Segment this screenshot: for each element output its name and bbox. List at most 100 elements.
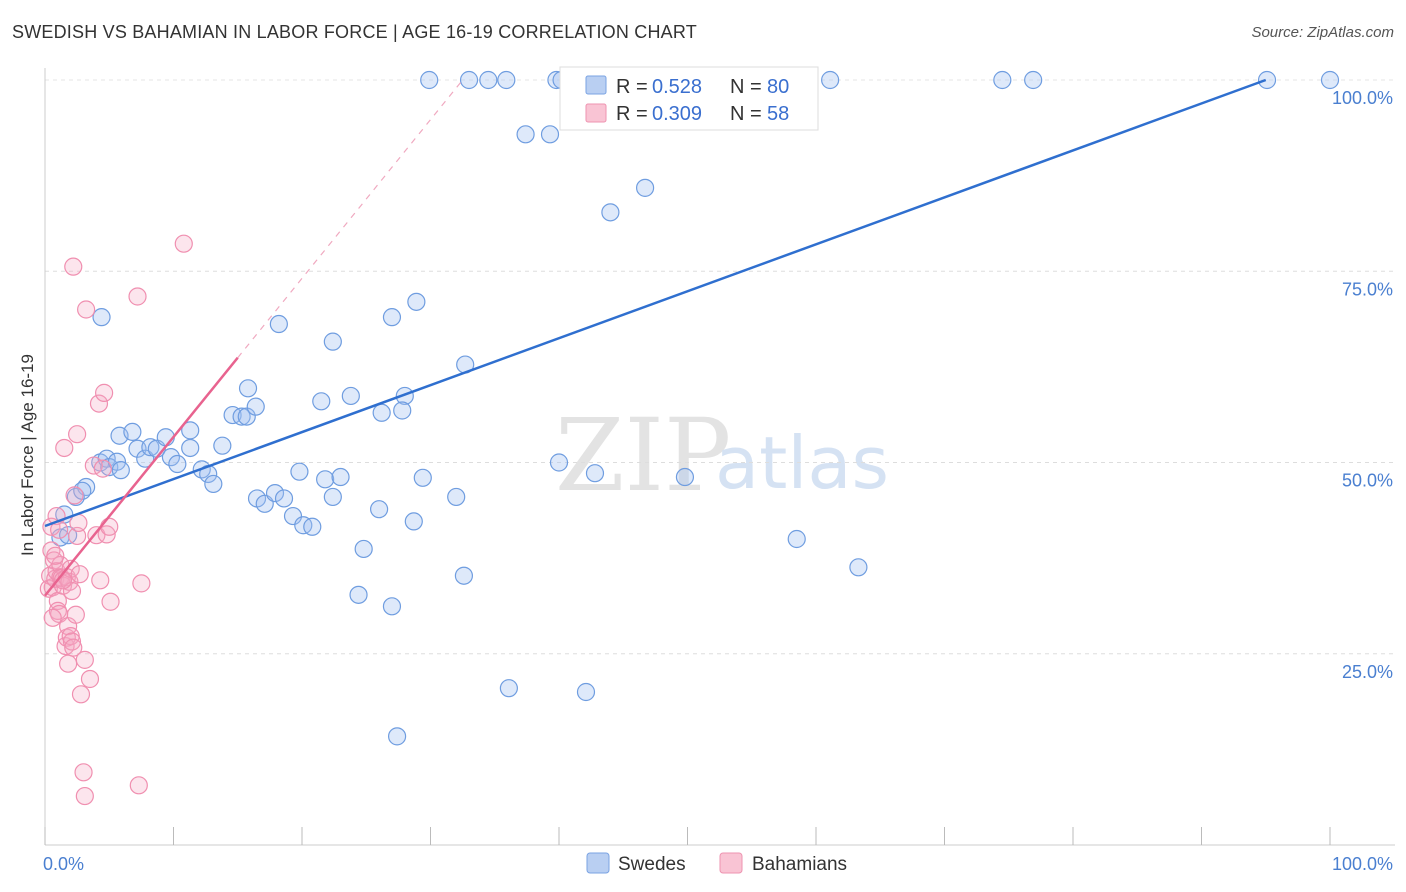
point-bahamians	[64, 638, 83, 657]
trend-lines	[44, 78, 1267, 597]
legend-r-label-bahamians: R =	[616, 103, 648, 125]
point-swedes	[549, 453, 569, 472]
point-swedes	[265, 484, 285, 503]
point-swedes	[576, 682, 596, 702]
point-swedes	[479, 70, 498, 90]
point-bahamians	[87, 526, 106, 545]
legend-n-label-swedes: N =	[730, 76, 762, 98]
point-swedes	[372, 403, 391, 422]
point-bahamians	[55, 438, 74, 458]
y-tick-labels: 25.0% 50.0% 75.0% 100.0%	[1332, 88, 1393, 682]
point-swedes	[382, 597, 402, 616]
legend-top: R = 0.528 N = 80 R = 0.309 N = 58	[559, 66, 819, 131]
point-swedes	[993, 70, 1012, 90]
bottom-legend-swatch-swedes	[586, 852, 610, 874]
legend-swatch-swedes	[585, 75, 607, 95]
point-bahamians	[46, 546, 65, 565]
point-swedes	[382, 308, 402, 327]
point-bahamians	[89, 394, 109, 413]
point-swedes	[497, 70, 516, 90]
point-swedes	[393, 401, 412, 420]
y-tick-label: 75.0%	[1342, 279, 1393, 299]
point-swedes	[274, 489, 294, 508]
point-swedes	[387, 727, 407, 746]
point-bahamians	[64, 257, 83, 276]
point-swedes	[585, 464, 605, 483]
point-swedes	[407, 292, 426, 311]
point-swedes	[1320, 70, 1340, 90]
point-bahamians	[43, 608, 62, 627]
point-bahamians	[93, 459, 112, 478]
y-axis-label: In Labor Force | Age 16-19	[18, 354, 37, 556]
point-swedes	[675, 467, 695, 487]
point-swedes	[141, 438, 160, 457]
point-swedes	[516, 125, 535, 144]
x-tick-label: 0.0%	[43, 854, 84, 874]
legend-r-value-bahamians: 0.309	[652, 103, 702, 125]
point-swedes	[447, 487, 466, 507]
point-swedes	[323, 332, 342, 351]
bottom-legend-bahamians: Bahamians	[752, 854, 847, 875]
source-label: Source: ZipAtlas.com	[1251, 24, 1394, 41]
point-bahamians	[68, 526, 87, 546]
point-bahamians	[74, 763, 93, 782]
point-swedes	[1024, 70, 1043, 90]
x-tick-label: 100.0%	[1332, 854, 1393, 874]
point-swedes	[349, 585, 368, 604]
point-swedes	[459, 70, 479, 90]
point-swedes	[303, 517, 322, 536]
point-bahamians	[71, 685, 91, 704]
point-swedes	[136, 449, 155, 468]
trend-line-bahamians	[44, 356, 239, 597]
bottom-legend-swedes: Swedes	[618, 854, 686, 875]
point-swedes	[331, 467, 350, 487]
point-swedes	[540, 125, 560, 144]
y-tick-label: 50.0%	[1342, 471, 1393, 491]
point-swedes	[294, 516, 313, 535]
legend-swatch-bahamians	[585, 103, 607, 123]
point-swedes	[168, 454, 187, 474]
point-swedes	[181, 421, 200, 440]
point-swedes	[370, 500, 389, 519]
point-bahamians	[62, 632, 82, 651]
point-swedes	[635, 178, 655, 197]
point-bahamians	[101, 592, 120, 611]
point-swedes	[290, 462, 309, 481]
point-swedes	[111, 461, 130, 480]
bottom-legend-swatch-bahamians	[719, 852, 743, 874]
axes	[44, 68, 1395, 846]
watermark-zip: ZIP	[555, 397, 731, 514]
point-swedes	[92, 308, 111, 327]
point-swedes	[404, 512, 423, 531]
series-bahamians	[39, 234, 193, 806]
legend-r-label-swedes: R =	[616, 76, 648, 98]
point-bahamians	[95, 383, 114, 402]
point-swedes	[238, 379, 258, 398]
point-bahamians	[70, 565, 89, 584]
point-swedes	[232, 407, 251, 426]
point-swedes	[161, 448, 181, 467]
legend-n-label-bahamians: N =	[730, 103, 762, 125]
point-bahamians	[65, 486, 84, 505]
y-tick-label: 100.0%	[1332, 88, 1393, 108]
series-swedes	[51, 70, 1340, 746]
point-bahamians	[59, 654, 78, 673]
point-bahamians	[129, 776, 148, 795]
x-tick-labels: 0.0% 100.0%	[43, 854, 1393, 874]
point-bahamians	[66, 605, 85, 624]
point-swedes	[341, 386, 360, 406]
legend-n-value-swedes: 80	[767, 76, 789, 98]
legend-n-value-bahamians: 58	[767, 103, 789, 125]
point-swedes	[269, 314, 288, 334]
point-swedes	[223, 405, 242, 425]
trend-line-swedes	[44, 78, 1267, 528]
point-swedes	[213, 436, 232, 455]
point-swedes	[323, 487, 342, 507]
point-swedes	[283, 506, 303, 526]
point-swedes	[246, 397, 265, 416]
point-swedes	[354, 539, 373, 559]
point-swedes	[413, 468, 432, 487]
point-swedes	[312, 392, 331, 411]
point-bahamians	[100, 517, 119, 536]
point-swedes	[849, 558, 868, 577]
